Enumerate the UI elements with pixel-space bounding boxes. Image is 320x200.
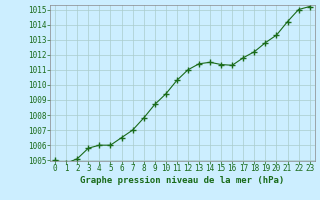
X-axis label: Graphe pression niveau de la mer (hPa): Graphe pression niveau de la mer (hPa): [80, 176, 284, 185]
